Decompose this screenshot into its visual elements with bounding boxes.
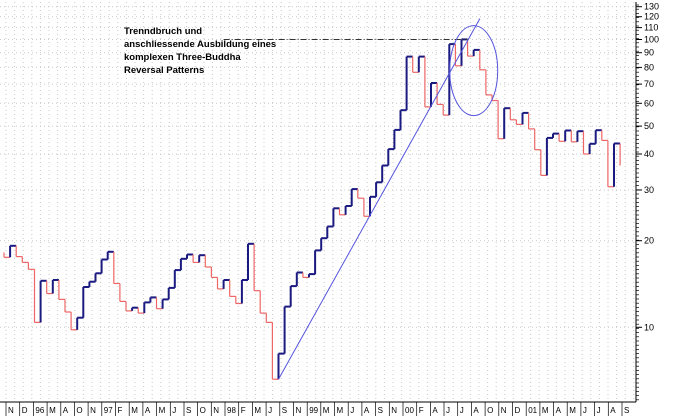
x-tick-label: J: [446, 406, 450, 415]
x-tick-label: J: [460, 406, 464, 415]
x-tick-label: A: [63, 406, 69, 415]
y-tick-label: 60: [644, 98, 654, 108]
x-tick-label: A: [145, 406, 151, 415]
x-tick-label: O: [487, 406, 493, 415]
x-tick-label: M: [542, 406, 549, 415]
x-tick-label: 00: [405, 406, 414, 415]
x-tick-label: F: [241, 406, 246, 415]
y-tick-label: 130: [644, 2, 659, 12]
y-tick-label: 50: [644, 121, 654, 131]
x-tick-label: N: [296, 406, 302, 415]
x-tick-label: S: [378, 406, 383, 415]
x-tick-label: F: [118, 406, 123, 415]
y-tick-label: 110: [644, 23, 658, 33]
grid-layer: [0, 2, 636, 402]
x-tick-label: M: [254, 406, 261, 415]
y-tick-label: 10: [644, 322, 654, 332]
x-tick-label: M: [131, 406, 138, 415]
x-tick-label: 97: [104, 406, 113, 415]
highlight-ellipse: [449, 25, 499, 117]
x-tick-label: N: [391, 406, 397, 415]
x-tick-label: D: [22, 406, 28, 415]
y-tick-label: 20: [644, 236, 654, 246]
x-tick-label: A: [364, 406, 370, 415]
y-tick-label: 30: [644, 185, 654, 195]
x-tick-label: D: [515, 406, 521, 415]
annotation-line: Trenndbruch und: [124, 26, 203, 37]
x-tick-label: A: [610, 406, 616, 415]
x-tick-label: M: [323, 406, 330, 415]
y-tick-label: 90: [644, 48, 654, 58]
overlay-layer: [223, 18, 499, 380]
annotation-text: Trenndbruch und anschliessende Ausbildun…: [124, 25, 276, 77]
x-tick-label: F: [419, 406, 424, 415]
x-tick-label: O: [200, 406, 206, 415]
x-tick-label: J: [583, 406, 587, 415]
annotation-line: anschliessende Ausbildung eines: [124, 39, 277, 50]
annotation-line: komplexen Three-Buddha: [124, 52, 241, 63]
x-tick-label: S: [186, 406, 191, 415]
x-tick-label: S: [624, 406, 629, 415]
x-tick-label: J: [597, 406, 601, 415]
x-tick-label: J: [268, 406, 272, 415]
annotation-line: Reversal Patterns: [124, 65, 205, 76]
x-tick-label: A: [432, 406, 438, 415]
x-tick-label: N: [501, 406, 507, 415]
x-tick-label: M: [159, 406, 166, 415]
x-tick-label: N: [213, 406, 219, 415]
x-tick-label: O: [76, 406, 82, 415]
y-tick-label: 100: [644, 35, 659, 45]
x-tick-label: J: [172, 406, 176, 415]
x-tick-label: M: [49, 406, 56, 415]
x-tick-label: 99: [309, 406, 318, 415]
x-tick-label: M: [337, 406, 344, 415]
y-tick-label: 120: [644, 12, 659, 22]
x-tick-label: 96: [35, 406, 44, 415]
x-tick-label: 01: [528, 406, 537, 415]
x-tick-label: S: [282, 406, 287, 415]
x-tick-label: M: [569, 406, 576, 415]
trendline: [278, 18, 481, 380]
x-tick-label: J: [350, 406, 354, 415]
x-tick-label: 98: [227, 406, 236, 415]
steps-layer: [3, 38, 621, 380]
y-tick-label: 40: [644, 149, 654, 159]
x-tick-label: A: [556, 406, 562, 415]
y-tick-label: 80: [644, 62, 654, 72]
y-tick-label: 70: [644, 79, 654, 89]
x-tick-label: N: [90, 406, 96, 415]
x-tick-label: N: [8, 406, 14, 415]
x-tick-label: A: [473, 406, 479, 415]
